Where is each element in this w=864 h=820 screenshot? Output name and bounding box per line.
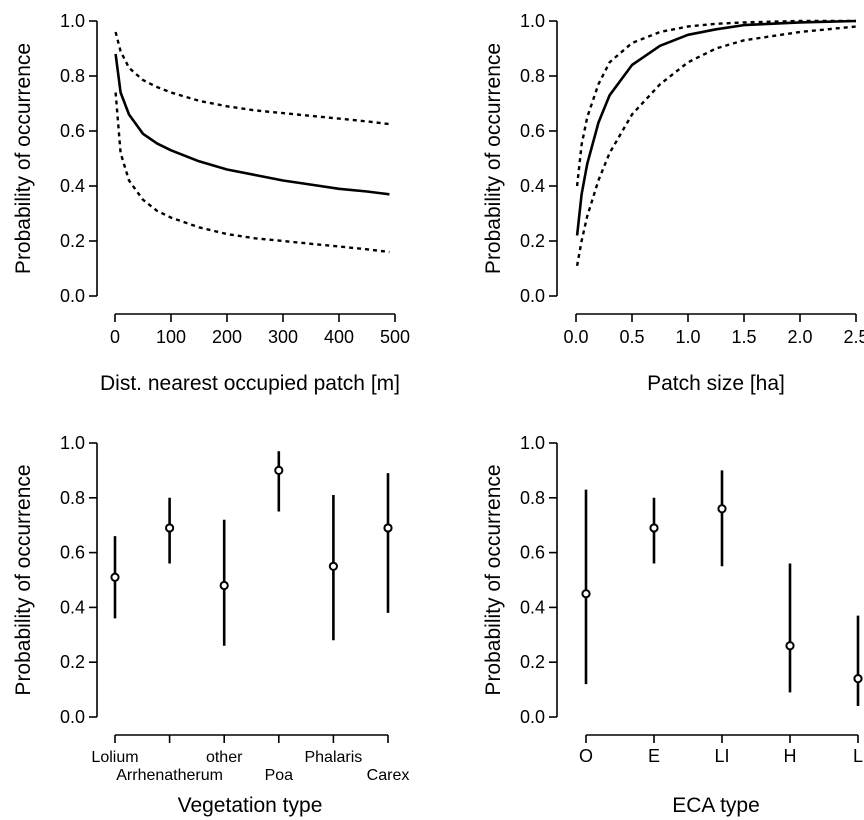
x-tick-label: 0.5 xyxy=(619,327,644,347)
estimate-point xyxy=(110,572,120,582)
category-label: H xyxy=(784,746,797,766)
category-label: E xyxy=(648,746,660,766)
estimate-point xyxy=(165,523,175,533)
category-label: Arrhenatherum xyxy=(116,767,223,784)
category-label: LI xyxy=(714,746,729,766)
category-label: Poa xyxy=(265,767,294,784)
confidence-bound-line-2 xyxy=(114,31,390,126)
y-tick-label: 0.2 xyxy=(520,652,545,672)
panel-2: 0.0 0.2 0.4 0.6 0.8 1.0 Probability of occurre… xyxy=(482,11,864,395)
panel-3: 0.0 0.2 0.4 0.6 0.8 1.0 Probability of occurre… xyxy=(12,433,409,817)
x-axis-title: Vegetation type xyxy=(178,794,323,817)
y-axis-title: Probability of occurrence xyxy=(482,43,505,274)
y-tick-label: 0.6 xyxy=(520,121,545,141)
x-tick-label: 1.5 xyxy=(731,327,756,347)
estimate-point xyxy=(274,465,284,475)
category-label: Lolium xyxy=(91,749,138,766)
estimate-point xyxy=(717,504,727,514)
y-tick-label: 0.8 xyxy=(520,66,545,86)
category-label: O xyxy=(579,746,593,766)
estimate-point xyxy=(649,523,659,533)
x-tick-label: 0.0 xyxy=(563,327,588,347)
y-tick-label: 0.0 xyxy=(60,286,85,306)
x-tick-label: 2.0 xyxy=(787,327,812,347)
confidence-bound-line-3 xyxy=(575,25,857,267)
x-tick-label: 1.0 xyxy=(675,327,700,347)
y-tick-label: 0.6 xyxy=(520,543,545,563)
y-tick-label: 0.6 xyxy=(60,121,85,141)
x-tick-label: 300 xyxy=(268,327,298,347)
x-axis-title: ECA type xyxy=(672,794,760,817)
category-label: L xyxy=(853,746,863,766)
x-tick-label: 500 xyxy=(380,327,410,347)
y-tick-label: 1.0 xyxy=(520,433,545,453)
x-tick-label: 2.5 xyxy=(843,327,864,347)
y-tick-label: 0.4 xyxy=(520,176,545,196)
y-tick-label: 0.2 xyxy=(60,231,85,251)
x-tick-label: 0 xyxy=(110,327,120,347)
category-label: Phalaris xyxy=(304,749,362,766)
y-tick-label: 0.6 xyxy=(60,543,85,563)
y-tick-label: 0.0 xyxy=(60,707,85,727)
category-label: Carex xyxy=(367,767,410,784)
fitted-line-1 xyxy=(114,53,390,196)
y-axis-title: Probability of occurrence xyxy=(12,43,35,274)
estimate-point xyxy=(785,641,795,651)
y-tick-label: 0.4 xyxy=(60,597,85,617)
x-tick-label: 400 xyxy=(324,327,354,347)
x-tick-label: 100 xyxy=(156,327,186,347)
x-axis-title: Dist. nearest occupied patch [m] xyxy=(100,372,400,395)
panel-4: 0.0 0.2 0.4 0.6 0.8 1.0 Probability of occurre… xyxy=(482,433,863,817)
estimate-point xyxy=(581,589,591,599)
y-tick-label: 0.8 xyxy=(60,488,85,508)
fitted-line-1 xyxy=(575,19,857,236)
estimate-point xyxy=(383,523,393,533)
confidence-bound-line-3 xyxy=(114,92,390,254)
estimate-point xyxy=(219,580,229,591)
category-label: other xyxy=(206,749,243,766)
x-axis-title: Patch size [ha] xyxy=(647,372,785,395)
y-tick-label: 0.2 xyxy=(60,652,85,672)
estimate-point xyxy=(853,674,863,684)
panel-1: 0.0 0.2 0.4 0.6 0.8 1.0 Probability of occurre… xyxy=(12,11,410,395)
estimate-point xyxy=(328,561,338,571)
y-tick-label: 0.8 xyxy=(520,488,545,508)
y-tick-label: 1.0 xyxy=(60,433,85,453)
y-tick-label: 1.0 xyxy=(60,11,85,31)
confidence-bound-line-2 xyxy=(575,19,856,187)
y-tick-label: 1.0 xyxy=(520,11,545,31)
y-tick-label: 0.4 xyxy=(60,176,85,196)
y-axis-title: Probability of occurrence xyxy=(12,464,35,695)
y-tick-label: 0.4 xyxy=(520,597,545,617)
y-tick-label: 0.8 xyxy=(60,66,85,86)
y-axis-title: Probability of occurrence xyxy=(482,464,505,695)
x-tick-label: 200 xyxy=(212,327,242,347)
y-tick-label: 0.0 xyxy=(520,707,545,727)
y-tick-label: 0.2 xyxy=(520,231,545,251)
y-tick-label: 0.0 xyxy=(520,286,545,306)
